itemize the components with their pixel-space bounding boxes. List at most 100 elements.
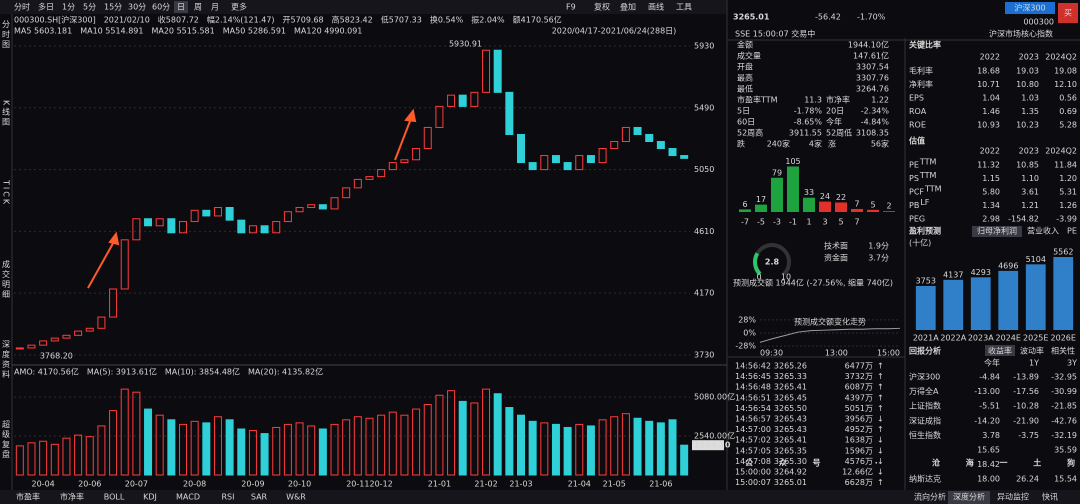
cell: -14.20 bbox=[974, 416, 1000, 425]
indicator-tab[interactable]: RSI bbox=[222, 493, 235, 502]
candle bbox=[412, 148, 421, 161]
candle bbox=[668, 148, 677, 157]
row-label: PS bbox=[909, 174, 919, 183]
indicator-tab[interactable]: BOLL bbox=[104, 493, 125, 502]
tool-button[interactable]: 画线 bbox=[648, 2, 664, 12]
forecast-tab[interactable]: PE bbox=[1067, 227, 1077, 236]
tick-volume: 3956万 bbox=[845, 415, 873, 424]
indicator-tab[interactable]: 市盈率 bbox=[16, 492, 40, 502]
x-tick-label: 21-01 bbox=[428, 480, 451, 489]
buy-button[interactable] bbox=[1058, 3, 1078, 23]
cell: 1.46 bbox=[982, 107, 1000, 116]
stat-cell: 11.3 bbox=[804, 96, 822, 105]
row-label: PE bbox=[909, 161, 919, 170]
low-label: 3768.20 bbox=[40, 351, 73, 360]
candle bbox=[435, 105, 444, 128]
side-tab[interactable]: 成交明细 bbox=[2, 259, 11, 300]
candle bbox=[144, 218, 153, 227]
side-tab[interactable]: 分时图 bbox=[2, 20, 11, 50]
candle bbox=[493, 49, 502, 93]
buy-label[interactable]: 买 bbox=[1064, 9, 1072, 18]
period-tab[interactable]: 15分 bbox=[104, 3, 122, 12]
y-tick-label: 0% bbox=[743, 329, 756, 338]
gauge-max: 10 bbox=[781, 273, 791, 282]
tool-button[interactable]: 复权 bbox=[594, 2, 610, 12]
period-tab[interactable]: 更多 bbox=[231, 2, 247, 12]
distribution-bar bbox=[787, 166, 799, 212]
tick-volume: 12.66亿 bbox=[842, 467, 873, 477]
period-tab[interactable]: 周 bbox=[194, 3, 202, 12]
range-label: 2020/04/17-2021/06/24(288日) bbox=[552, 27, 677, 36]
side-tab[interactable]: TICK bbox=[2, 179, 11, 206]
tool-button[interactable]: F9 bbox=[566, 3, 576, 12]
stat-cell: 3911.55 bbox=[789, 129, 822, 138]
period-tab[interactable]: 月 bbox=[211, 3, 219, 12]
volume-bar bbox=[109, 410, 118, 476]
indicator-tab[interactable]: MACD bbox=[176, 493, 200, 502]
volume-bar bbox=[283, 423, 292, 476]
tick-price: 3264.92 bbox=[774, 468, 807, 477]
panel-tab[interactable]: 异动监控 bbox=[997, 492, 1029, 502]
y-tick-label: 3730 bbox=[694, 350, 714, 359]
volume-bar bbox=[633, 417, 642, 476]
period-tab[interactable]: 分时 bbox=[14, 2, 30, 12]
tick-price: 3265.33 bbox=[774, 372, 807, 381]
period-tab[interactable]: 30分 bbox=[128, 3, 146, 12]
ma-legend: MA10 5514.891 bbox=[80, 27, 143, 36]
badge bbox=[1005, 2, 1055, 14]
period-tab[interactable]: 多日 bbox=[38, 2, 54, 12]
candle bbox=[248, 225, 257, 234]
stat-cell: 3307.54 bbox=[856, 63, 889, 72]
period-tab[interactable]: 日 bbox=[177, 3, 185, 12]
forecast-tab[interactable]: 营业收入 bbox=[1027, 226, 1059, 236]
candle bbox=[470, 91, 479, 107]
tick-arrow: ↑ bbox=[877, 393, 884, 402]
volume-bar bbox=[470, 402, 479, 476]
period-tab[interactable]: 60分 bbox=[152, 3, 170, 12]
stat-cell: -1.78% bbox=[794, 107, 823, 116]
cell: -13.89 bbox=[1013, 373, 1039, 382]
cell: 10.23 bbox=[1016, 121, 1039, 130]
panel-tab[interactable]: 深度分析 bbox=[953, 492, 985, 502]
tick-volume: 6628万 bbox=[845, 478, 873, 487]
panel-tab[interactable]: 快讯 bbox=[1042, 492, 1058, 502]
panel-tab[interactable]: 流向分析 bbox=[914, 492, 946, 502]
arrow bbox=[87, 237, 117, 289]
tick-price: 3265.43 bbox=[774, 425, 807, 434]
volume-bar bbox=[540, 422, 549, 476]
volume-bar bbox=[365, 417, 374, 476]
returns-tab[interactable]: 收益率 bbox=[988, 346, 1012, 356]
volume-bar bbox=[412, 408, 421, 476]
indicator-tab[interactable]: KDJ bbox=[143, 493, 157, 502]
candle bbox=[610, 141, 619, 150]
period-tab[interactable]: 5分 bbox=[83, 3, 96, 12]
returns-tab[interactable]: 相关性 bbox=[1051, 346, 1075, 356]
indicator-tab[interactable]: SAR bbox=[251, 493, 268, 502]
side-tab[interactable]: 超级复盘 bbox=[2, 419, 11, 460]
candle bbox=[633, 126, 642, 135]
change-pct: -1.70% bbox=[857, 13, 886, 22]
x-tick-label: 21-03 bbox=[509, 480, 532, 489]
tool-button[interactable]: 工具 bbox=[676, 3, 692, 12]
tool-button[interactable]: 叠加 bbox=[620, 2, 636, 12]
bar-label: 5562 bbox=[1053, 248, 1073, 257]
cell: 15.65 bbox=[977, 446, 1000, 455]
forecast-bar bbox=[1053, 257, 1074, 330]
indicator-tab[interactable]: 市净率 bbox=[60, 492, 84, 502]
score-value: 2.8 bbox=[765, 258, 780, 267]
row-label: EPS bbox=[909, 94, 924, 103]
forecast-tab[interactable]: 归母净利润 bbox=[977, 226, 1017, 236]
distribution-bar bbox=[883, 211, 895, 212]
row-label: 净利率 bbox=[909, 79, 933, 89]
score-item: 资金面 bbox=[824, 253, 848, 263]
candle bbox=[283, 211, 292, 223]
side-tab[interactable]: K线图 bbox=[2, 100, 11, 127]
tick-price: 3265.01 bbox=[774, 478, 807, 487]
volume-bar bbox=[50, 443, 59, 476]
side-tab[interactable]: 深度资料 bbox=[2, 340, 11, 380]
tick-arrow: ↑ bbox=[877, 383, 884, 392]
returns-tab[interactable]: 波动率 bbox=[1020, 346, 1044, 356]
distribution-bar bbox=[755, 204, 767, 212]
indicator-tab[interactable]: W&R bbox=[286, 493, 306, 502]
period-tab[interactable]: 1分 bbox=[62, 3, 75, 12]
